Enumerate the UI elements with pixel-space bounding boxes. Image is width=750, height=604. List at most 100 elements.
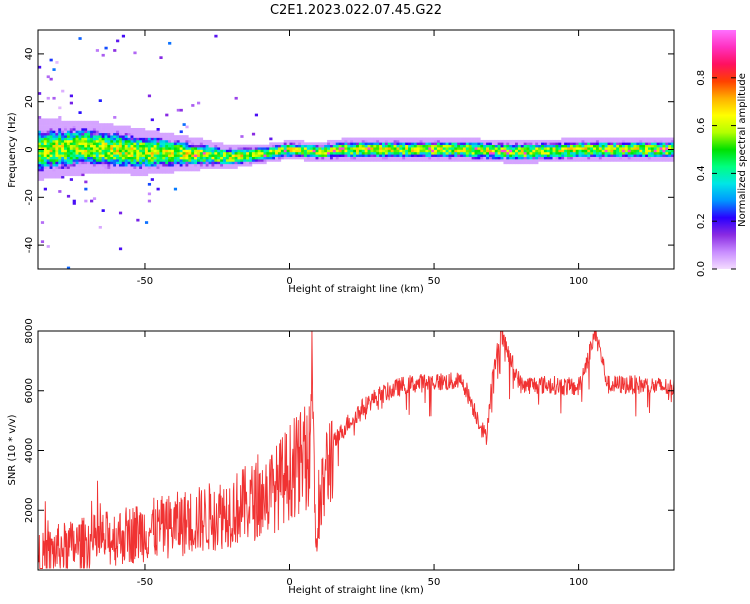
heatmap-cell [237,163,241,167]
heatmap-cell [410,151,415,155]
heatmap-cell [159,137,163,141]
heatmap-cell [442,151,446,155]
heatmap-cell [506,147,510,150]
heatmap-cell [650,149,655,153]
heatmap-cell [350,149,354,153]
heatmap-cell [72,142,76,146]
heatmap-cell [237,147,241,150]
heatmap-cell [497,139,501,143]
heatmap-cell [130,156,134,160]
heatmap-cell [422,149,426,153]
heatmap-cell [601,137,605,141]
heatmap-cell [185,159,189,162]
heatmap-cell [81,125,85,129]
heatmap-cell [526,144,530,148]
heatmap-cell [168,163,172,167]
heatmap-cell [327,144,331,148]
heatmap-cell [338,147,342,150]
heatmap-cell [616,156,620,160]
heatmap-cell [58,156,62,160]
heatmap-cell [202,159,206,162]
heatmap-cell [84,154,88,157]
heatmap-cell [144,171,149,174]
heatmap-cell [289,142,293,146]
heatmap-cell [214,156,218,160]
heatmap-cell [306,149,311,153]
heatmap-cell [295,149,299,153]
heatmap-cell [153,144,157,148]
heatmap-cell [546,154,550,157]
heatmap-cell [462,147,467,150]
heatmap-cell [653,144,657,148]
heatmap-cell [43,151,47,155]
heatmap-cell [101,127,105,131]
heatmap-cell [98,144,102,148]
heatmap-cell [199,139,204,143]
heatmap-cell [387,142,391,146]
heatmap-cell [633,151,637,155]
heatmap-cell [567,144,571,148]
heatmap-cell [61,173,65,177]
heatmap-cell [587,159,591,162]
heatmap-cell [517,156,522,160]
heatmap-cell [168,147,172,150]
heatmap-cell [223,163,227,167]
heatmap-cell [208,161,212,165]
heatmap-cell [49,149,53,153]
heatmap-cell [523,159,527,162]
heatmap-cell [170,144,175,148]
heatmap-cell [289,149,293,153]
heatmap-cell [228,149,232,153]
heatmap-cell [173,144,178,148]
heatmap-cell [335,147,339,150]
heatmap-cell [494,159,498,162]
heatmap-cell [558,159,562,162]
heatmap-cell [645,137,649,141]
heatmap-cell [81,171,85,174]
heatmap-cell [130,166,134,169]
heatmap-cell [153,151,157,155]
heatmap-cell [416,139,420,143]
heatmap-cell [84,123,88,126]
heatmap-cell [249,147,253,150]
heatmap-cell [555,149,559,153]
heatmap-cell [223,159,227,162]
heatmap-cell [40,178,45,181]
heatmap-cell [329,139,334,143]
heatmap-cell [116,163,120,167]
heatmap-cell [494,142,498,146]
heatmap-cell [306,156,311,160]
heatmap-cell [639,147,643,150]
heatmap-cell [52,151,56,155]
heatmap-cell [613,149,617,153]
heatmap-cell [613,142,617,146]
heatmap-cell [671,147,675,150]
heatmap-cell [373,142,377,146]
heatmap-cell [55,175,59,179]
heatmap-cell [575,149,579,153]
heatmap-cell [668,144,672,148]
heatmap-cell [78,123,82,126]
heatmap-cell [136,130,140,134]
heatmap-cell [535,151,539,155]
heatmap-cell [144,154,149,157]
heatmap-cell [66,144,71,148]
heatmap-cell [113,49,117,52]
heatmap-cell [578,139,582,143]
heatmap-cell [159,149,163,153]
colorbar: 0.00.20.40.60.8 Normalized spectral ampl… [696,30,748,277]
heatmap-cell [335,151,339,155]
heatmap-cell [396,142,400,146]
heatmap-cell [75,144,79,148]
y-tick-label: -20 [24,189,35,205]
heatmap-cell [113,127,117,131]
heatmap-cell [110,168,114,172]
heatmap-cell [335,139,339,143]
heatmap-cell [95,171,100,174]
heatmap-cell [101,147,105,150]
heatmap-cell [139,144,143,148]
heatmap-cell [587,149,591,153]
heatmap-cell [541,156,545,160]
heatmap-cell [197,142,201,146]
heatmap-cell [497,149,501,153]
